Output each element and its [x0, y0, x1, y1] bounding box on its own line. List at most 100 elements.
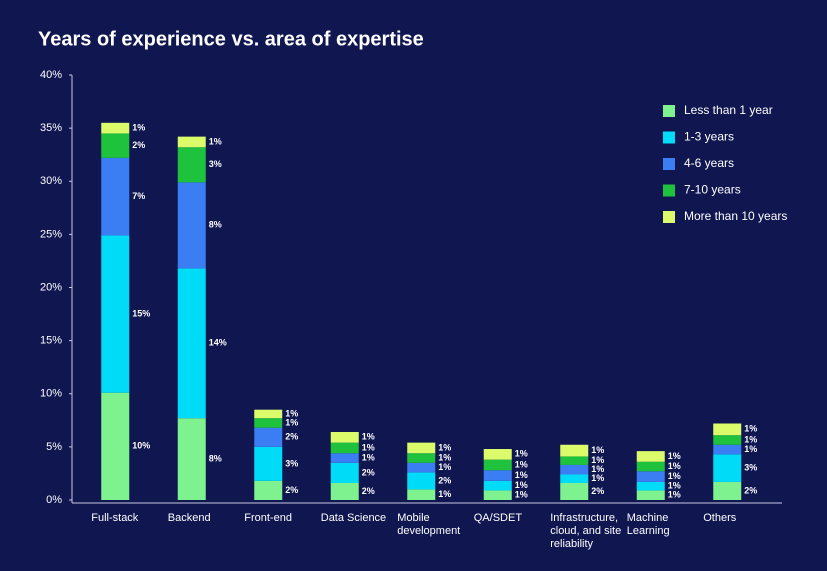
data-label: 1% [438, 442, 451, 452]
data-label: 1% [438, 452, 451, 462]
y-tick-label: 15% [40, 335, 62, 347]
bar-segment [560, 444, 589, 457]
bar-segment [560, 464, 589, 475]
legend-swatch [663, 158, 675, 170]
bar-segment [636, 451, 665, 462]
data-label: 8% [209, 453, 222, 463]
data-label: 2% [285, 432, 298, 442]
y-tick-label: 5% [46, 441, 62, 453]
data-label: 1% [362, 442, 375, 452]
x-tick-label: Others [703, 512, 737, 524]
data-label: 2% [591, 486, 604, 496]
data-label: 1% [515, 449, 528, 459]
bar-segment [330, 432, 359, 443]
data-label: 1% [744, 444, 757, 454]
bar-segment [713, 444, 742, 455]
data-label: 15% [132, 308, 150, 318]
bar-segment [177, 182, 206, 269]
x-tick-label: Data Science [320, 512, 387, 524]
chart-title: Years of experience vs. area of expertis… [38, 28, 424, 50]
data-label: 1% [591, 445, 604, 455]
bar-segment [407, 442, 436, 454]
data-label: 1% [285, 408, 298, 418]
data-label: 1% [362, 432, 375, 442]
bar-segment [407, 489, 436, 500]
data-label: 1% [591, 464, 604, 474]
data-label: 2% [438, 475, 451, 485]
y-tick-label: 25% [40, 228, 62, 240]
data-label: 1% [668, 461, 681, 471]
bar-segment [254, 409, 283, 419]
data-label: 7% [132, 191, 145, 201]
data-label: 1% [668, 451, 681, 461]
data-label: 1% [515, 470, 528, 480]
data-label: 1% [438, 489, 451, 499]
data-label: 3% [744, 463, 757, 473]
data-label: 1% [668, 490, 681, 500]
bar-segment [407, 472, 436, 490]
y-tick-label: 30% [40, 175, 62, 187]
bar-segment [254, 427, 283, 447]
x-tick-label: Infrastructure, cloud, and site reliabil… [550, 512, 622, 550]
data-label: 8% [209, 220, 222, 230]
data-label: 1% [132, 123, 145, 133]
y-tick-label: 10% [40, 388, 62, 400]
bar-segment [407, 453, 436, 463]
x-tick-label: Machine Learning [626, 512, 670, 537]
bar-segment [483, 480, 512, 491]
data-label: 14% [209, 338, 227, 348]
bar-segment [560, 456, 589, 465]
data-label: 1% [668, 471, 681, 481]
data-label: 3% [209, 159, 222, 169]
legend-swatch [663, 105, 675, 117]
data-label: 2% [132, 140, 145, 150]
bar-segment [636, 481, 665, 491]
legend-label: More than 10 years [684, 209, 787, 223]
data-label: 1% [744, 424, 757, 434]
legend-swatch [663, 131, 675, 144]
data-label: 10% [132, 441, 150, 451]
bar-segment [636, 490, 665, 500]
data-label: 1% [362, 452, 375, 462]
data-label: 1% [515, 459, 528, 469]
data-label: 2% [744, 485, 757, 495]
x-tick-label: QA/SDET [473, 512, 523, 524]
bar-segment [713, 454, 742, 482]
data-label: 2% [362, 486, 375, 496]
bar-segment [177, 418, 206, 500]
data-label: 1% [209, 136, 222, 146]
legend-label: 7-10 years [684, 183, 741, 197]
legend-swatch [663, 211, 675, 223]
y-tick-label: 35% [40, 122, 62, 134]
bar-segment [713, 435, 742, 445]
bar-segment [177, 268, 206, 419]
data-label: 1% [668, 481, 681, 491]
data-label: 1% [744, 434, 757, 444]
bar-segment [101, 235, 130, 393]
bar-segment [330, 453, 359, 463]
bar-segment [636, 471, 665, 482]
x-tick-label: Front-end [244, 512, 292, 524]
bar-segment [177, 147, 206, 183]
bar-segment [713, 481, 742, 500]
x-tick-label: Backend [167, 512, 211, 524]
y-tick-label: 20% [40, 281, 62, 293]
bar-segment [101, 157, 130, 236]
x-tick-label: Full-stack [91, 512, 139, 524]
legend-label: Less than 1 year [684, 103, 773, 117]
bar-segment [636, 461, 665, 472]
bar-segment [330, 462, 359, 483]
bar-segment [101, 392, 130, 500]
bar-segment [407, 462, 436, 473]
bar-segment [560, 483, 589, 500]
x-tick-label: Mobile development [397, 512, 461, 537]
bar-segment [713, 423, 742, 436]
bar-segment [330, 483, 359, 500]
data-label: 3% [285, 458, 298, 468]
data-label: 1% [515, 490, 528, 500]
bar-segment [483, 490, 512, 500]
bar-segment [483, 459, 512, 471]
legend-label: 4-6 years [684, 156, 734, 170]
legend-label: 1-3 years [684, 130, 734, 144]
